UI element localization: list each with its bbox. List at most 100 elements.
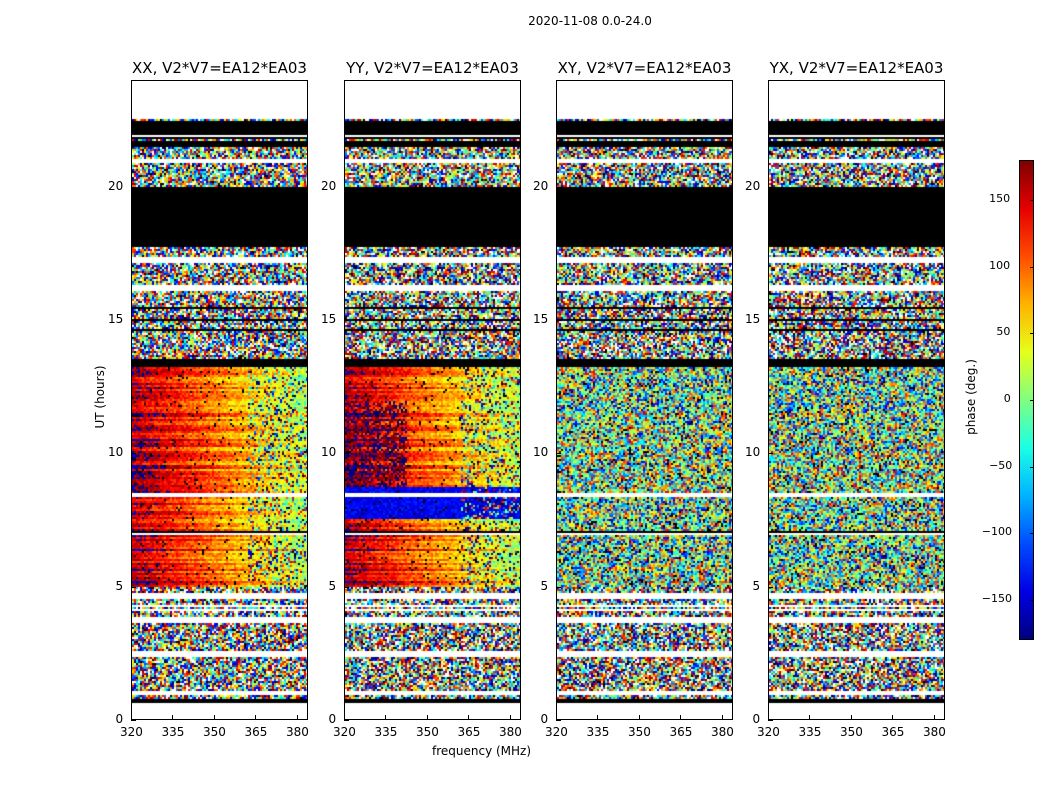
y-tick-label: 20 (745, 178, 761, 193)
y-tick-label: 10 (533, 445, 549, 460)
heatmap-panel (768, 80, 945, 720)
x-tick-label: 320 (757, 725, 780, 739)
y-tick-mark (556, 186, 561, 188)
colorbar-tick-label: −150 (981, 592, 1013, 605)
y-tick-mark (768, 320, 773, 321)
x-tick-label: 365 (669, 725, 693, 739)
x-tick-mark (385, 715, 387, 720)
x-tick-mark (468, 715, 470, 720)
x-tick-mark (213, 715, 215, 720)
figure-title: 2020-11-08 0.0-24.0 (528, 14, 652, 28)
x-tick-label: 380 (498, 725, 522, 739)
y-axis-label: UT (hours) (93, 365, 107, 429)
x-tick-label: 320 (120, 725, 143, 739)
y-tick-mark (131, 186, 136, 188)
x-tick-label: 380 (285, 725, 309, 739)
y-tick-mark (556, 320, 561, 321)
heatmap-panel (556, 80, 733, 720)
x-tick-label: 335 (374, 725, 398, 739)
colorbar-tick-mark (1030, 266, 1034, 268)
colorbar-label: phase (deg.) (964, 359, 978, 435)
y-tick-label: 5 (328, 578, 337, 593)
x-tick-label: 350 (839, 725, 863, 739)
panel-title: XY, V2*V7=EA12*EA03 (557, 59, 732, 77)
y-tick-mark (131, 453, 136, 455)
y-tick-label: 5 (752, 578, 761, 593)
colorbar-tick-label: 100 (989, 258, 1011, 272)
y-tick-mark (768, 720, 773, 721)
colorbar-tick-label: 150 (989, 192, 1011, 205)
x-tick-mark (426, 715, 428, 720)
colorbar-tick-label: −50 (989, 458, 1013, 472)
y-tick-label: 5 (115, 578, 124, 593)
x-tick-label: 320 (545, 725, 568, 739)
x-tick-mark (509, 715, 511, 720)
y-tick-mark (131, 586, 136, 588)
y-tick-mark (344, 586, 349, 588)
colorbar-tick-mark (1030, 200, 1034, 201)
x-tick-mark (768, 715, 769, 720)
x-tick-label: 365 (244, 725, 268, 739)
y-tick-mark (768, 453, 773, 455)
colorbar-tick-mark (1030, 600, 1034, 601)
x-tick-mark (255, 715, 257, 720)
x-tick-mark (344, 715, 345, 720)
x-tick-mark (933, 715, 935, 720)
colorbar-tick-label: −100 (981, 525, 1013, 539)
colorbar-tick-mark (1030, 333, 1034, 335)
y-tick-mark (556, 453, 561, 455)
colorbar-tick-label: 0 (1003, 392, 1011, 405)
y-tick-label: 0 (540, 712, 549, 726)
y-tick-label: 20 (321, 178, 337, 193)
x-axis-label: frequency (MHz) (432, 744, 532, 758)
x-tick-mark (638, 715, 640, 720)
y-tick-mark (344, 720, 349, 721)
panel-title: YX, V2*V7=EA12*EA03 (769, 59, 944, 77)
x-tick-label: 350 (202, 725, 226, 739)
y-tick-mark (556, 720, 561, 721)
y-tick-label: 10 (108, 445, 124, 460)
x-tick-label: 365 (457, 725, 481, 739)
y-tick-label: 20 (533, 178, 549, 193)
y-tick-mark (131, 720, 136, 721)
y-tick-mark (344, 186, 349, 188)
y-tick-label: 0 (752, 712, 761, 726)
x-tick-mark (850, 715, 852, 720)
y-tick-mark (344, 453, 349, 455)
y-tick-mark (768, 586, 773, 588)
y-tick-label: 10 (745, 445, 761, 460)
colorbar-tick-mark (1030, 466, 1034, 468)
y-tick-label: 20 (108, 178, 124, 193)
y-tick-label: 10 (321, 445, 337, 460)
y-tick-label: 0 (328, 712, 337, 726)
panel-title: YY, V2*V7=EA12*EA03 (346, 59, 519, 77)
y-tick-label: 15 (321, 312, 337, 326)
x-tick-mark (296, 715, 298, 720)
x-tick-mark (680, 715, 682, 720)
y-tick-label: 5 (540, 578, 549, 593)
x-tick-mark (172, 715, 174, 720)
x-tick-label: 335 (161, 725, 185, 739)
heatmap-cells (132, 81, 307, 719)
x-tick-label: 350 (415, 725, 439, 739)
heatmap-cells (557, 81, 732, 719)
x-tick-label: 365 (881, 725, 905, 739)
x-tick-label: 350 (627, 725, 651, 739)
x-tick-mark (721, 715, 723, 720)
colorbar-tick-label: 50 (996, 325, 1011, 339)
x-tick-mark (809, 715, 811, 720)
y-tick-label: 15 (745, 312, 761, 326)
colorbar-tick-mark (1030, 533, 1034, 535)
y-tick-label: 15 (108, 312, 124, 326)
colorbar-tick-mark (1030, 400, 1034, 401)
heatmap-panel (344, 80, 521, 720)
y-tick-mark (344, 320, 349, 321)
x-tick-label: 320 (333, 725, 356, 739)
x-tick-label: 335 (798, 725, 822, 739)
y-tick-mark (768, 186, 773, 188)
panel-title: XX, V2*V7=EA12*EA03 (132, 59, 307, 77)
heatmap-cells (769, 81, 944, 719)
x-tick-mark (597, 715, 599, 720)
x-tick-mark (892, 715, 894, 720)
